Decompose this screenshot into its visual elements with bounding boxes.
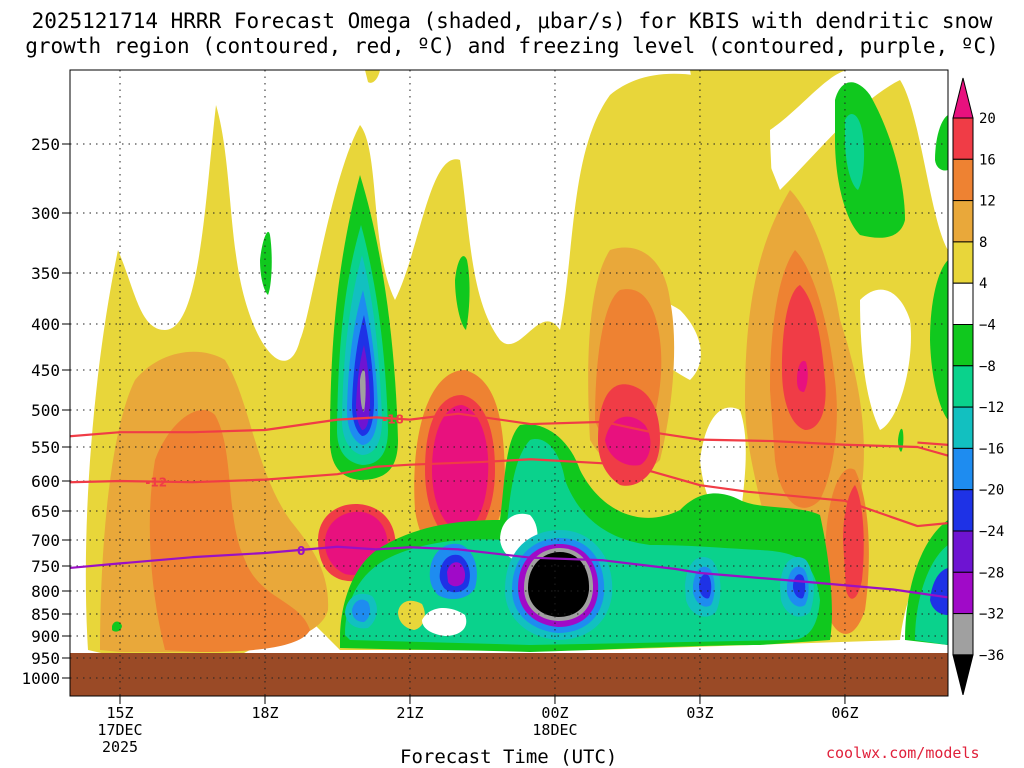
colorbar-label-10: −24 [979,524,1004,540]
omega-area-red-far-right [782,285,826,430]
omega-area-dark-blue-cell-3 [699,574,712,599]
omega-area-yellow-top-right [690,70,850,286]
y-tick-label-850: 850 [31,605,60,624]
y-tick-label-450: 450 [31,361,60,380]
omega-area-black-core [528,552,590,617]
colorbar-bin-8 [952,406,974,449]
y-tick-label-600: 600 [31,472,60,491]
colorbar-bin-9 [952,447,974,491]
y-tick-label-250: 250 [31,135,60,154]
gridlines [70,70,948,696]
colorbar-label-2: 12 [979,194,996,210]
colorbar: 20 16 12 8 4 −4 −8 −12 −16 −20 −24 −28 −32 −36 [952,77,1004,696]
colorbar-label-1: 16 [979,152,996,168]
omega-area-blue-right-low [930,568,948,615]
omega-area-green-right-edge-mid [930,260,948,420]
y-tick-label-800: 800 [31,582,60,601]
contour-freezing-level-0: 0 [70,544,948,599]
colorbar-bin-11 [952,530,974,573]
y-tick-label-900: 900 [31,627,60,646]
y-tick-label-950: 950 [31,649,60,668]
x-tick-label-21Z: 21Z [396,704,423,722]
omega-area-green-blob-2 [455,256,470,330]
colorbar-bin-4 [952,241,974,284]
colorbar-label-13: −36 [979,648,1004,664]
y-tick-label-1000: 1000 [21,669,60,688]
chart-title-line-1: 2025121714 HRRR Forecast Omega (shaded, … [31,9,993,33]
colorbar-label-7: −12 [979,400,1004,416]
colorbar-bin-5 [952,282,974,326]
omega-area-orange-left [149,410,310,652]
omega-area-white-gap-3 [860,289,911,430]
ground-below-surface [70,653,948,696]
x-tick-date-15Z: 17DEC [97,721,142,739]
colorbar-bin-12 [952,571,974,615]
contour-label-dgz-minus-12: -12 [145,476,167,490]
x-tick-label-18Z: 18Z [251,704,278,722]
omega-area-green-blob-1 [260,231,272,295]
colorbar-label-12: −32 [979,607,1004,623]
omega-area-magenta-far-right [797,360,808,392]
omega-area-yellow-pocket-low [398,600,425,630]
omega-area-white-pocket-low [422,608,467,636]
contour-line-dgz-minus-12 [70,458,948,528]
x-tick-date-00Z: 18DEC [532,721,577,739]
colorbar-bin-1 [952,117,974,160]
colorbar-bin-7 [952,365,974,408]
colorbar-bin-10 [952,489,974,532]
colorbar-bin-6 [952,324,974,367]
omega-area-grey-column-1 [360,370,366,412]
y-tick-label-350: 350 [31,264,60,283]
colorbar-label-6: −8 [979,359,996,375]
contour-label-dgz-minus-18: -18 [382,413,404,427]
contour-line-dgz-minus-18 [70,412,948,457]
contour-line-freezing-level-0 [70,545,948,599]
credit-link[interactable]: coolwx.com/models [826,744,980,762]
omega-area-red-lower-right [843,485,864,599]
x-tick-year-15Z: 2025 [102,738,138,756]
y-tick-label-650: 650 [31,502,60,521]
colorbar-label-5: −4 [979,318,996,334]
x-tick-label-15Z: 15Z [106,704,133,722]
omega-area-blue-cell-2 [352,599,371,622]
contour-dgz-minus-12: -12 [70,458,948,528]
contour-dgz-minus-18: -18 [70,412,948,457]
colorbar-arrow-top [952,77,974,119]
colorbar-label-4: 4 [979,276,987,292]
y-tick-label-500: 500 [31,401,60,420]
colorbar-label-0: 20 [979,111,996,127]
colorbar-label-11: −28 [979,565,1004,581]
y-tick-label-400: 400 [31,315,60,334]
temperature-contours: -18 -12 0 [70,412,948,599]
y-tick-label-300: 300 [31,204,60,223]
chart-title-line-2: growth region (contoured, red, ºC) and f… [25,34,999,58]
x-tick-label-03Z: 03Z [686,704,713,722]
plot-frame [69,69,949,697]
colorbar-bin-13 [952,613,974,656]
omega-area-magenta-mid [432,405,489,532]
colorbar-bin-3 [952,200,974,243]
omega-area-purple-cell-1 [447,562,466,587]
colorbar-arrow-bottom [952,654,974,696]
colorbar-label-3: 8 [979,235,987,251]
y-tick-label-750: 750 [31,557,60,576]
omega-area-yellow-blob-top [365,70,380,83]
colorbar-bin-2 [952,158,974,202]
x-tick-label-06Z: 06Z [831,704,858,722]
omega-area-green-right-edge-top [935,115,948,171]
x-tick-label-00Z: 00Z [541,704,568,722]
y-tick-label-550: 550 [31,438,60,457]
omega-shading [85,70,948,655]
colorbar-label-8: −16 [979,441,1004,457]
y-tick-label-700: 700 [31,531,60,550]
contour-label-freezing-level-0: 0 [297,544,305,558]
omega-area-teal-upper-right [845,114,865,190]
colorbar-label-9: −20 [979,483,1004,499]
pressure-axis: 250 300 350 400 450 500 550 600 650 700 750 800 850 9… [21,135,70,688]
x-axis-title: Forecast Time (UTC) [400,746,618,768]
